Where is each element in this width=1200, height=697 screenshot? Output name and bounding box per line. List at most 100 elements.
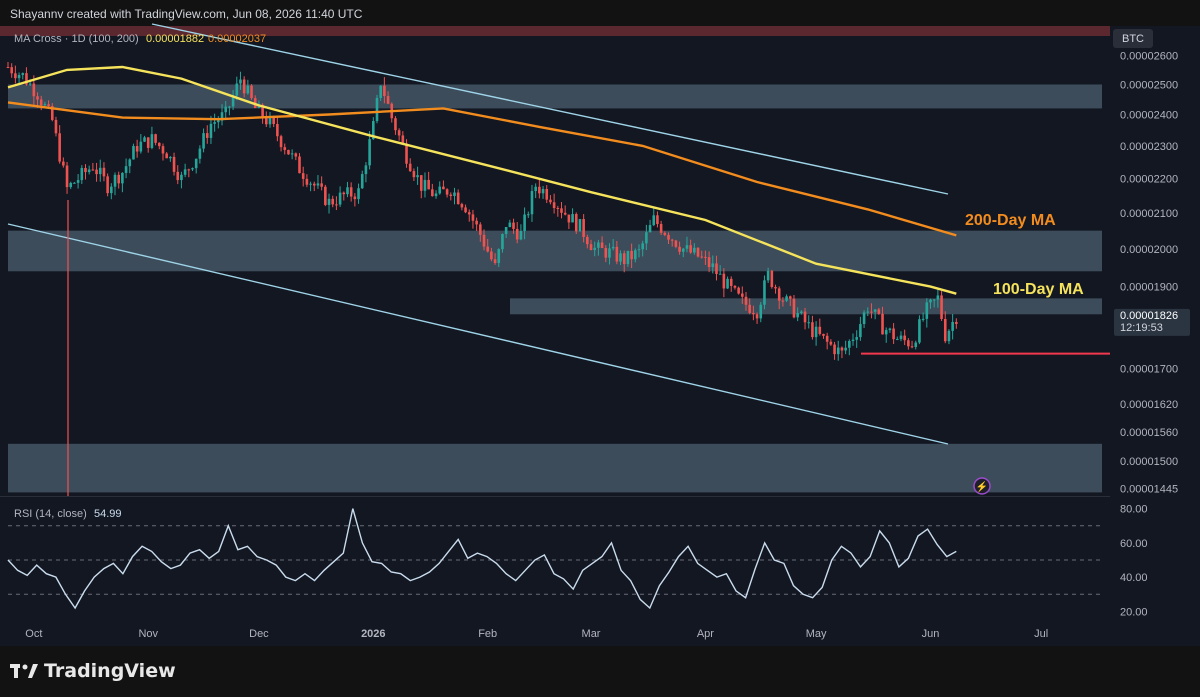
candle-body[interactable] <box>279 136 283 148</box>
candle-body[interactable] <box>198 148 202 159</box>
candle-body[interactable] <box>637 249 641 251</box>
candle-body[interactable] <box>700 256 704 258</box>
candle-body[interactable] <box>593 247 597 251</box>
candle-body[interactable] <box>940 295 943 319</box>
candle-body[interactable] <box>456 192 460 205</box>
candle-body[interactable] <box>312 183 316 186</box>
candle-body[interactable] <box>331 198 335 205</box>
channel-upper-line[interactable] <box>151 23 949 195</box>
candle-body[interactable] <box>98 167 102 175</box>
candle-body[interactable] <box>132 146 135 160</box>
candle-body[interactable] <box>14 73 17 79</box>
candle-body[interactable] <box>349 187 353 197</box>
candle-body[interactable] <box>180 174 183 181</box>
candle-body[interactable] <box>301 173 305 179</box>
candle-body[interactable] <box>309 183 312 185</box>
candle-body[interactable] <box>298 156 301 174</box>
candle-body[interactable] <box>604 248 608 258</box>
candle-body[interactable] <box>375 97 379 122</box>
candle-body[interactable] <box>191 168 194 170</box>
candle-body[interactable] <box>213 122 216 124</box>
candle-body[interactable] <box>150 134 154 148</box>
candle-body[interactable] <box>231 95 235 107</box>
candle-body[interactable] <box>936 295 940 300</box>
candle-body[interactable] <box>796 313 799 318</box>
candle-body[interactable] <box>955 321 958 324</box>
candle-body[interactable] <box>766 270 770 281</box>
candle-body[interactable] <box>50 106 54 120</box>
candle-body[interactable] <box>718 273 722 275</box>
candle-body[interactable] <box>357 188 360 200</box>
candle-body[interactable] <box>866 311 870 313</box>
candle-body[interactable] <box>471 214 475 221</box>
candle-body[interactable] <box>895 339 899 341</box>
candle-body[interactable] <box>305 178 309 185</box>
candle-body[interactable] <box>372 121 375 140</box>
candle-body[interactable] <box>589 244 593 251</box>
candle-body[interactable] <box>755 314 759 319</box>
candle-body[interactable] <box>121 172 124 184</box>
candle-body[interactable] <box>28 83 32 85</box>
candle-body[interactable] <box>250 85 253 99</box>
candle-body[interactable] <box>80 167 84 181</box>
candle-body[interactable] <box>881 313 884 335</box>
candle-body[interactable] <box>58 133 61 162</box>
candle-body[interactable] <box>36 96 39 100</box>
candle-body[interactable] <box>538 186 541 194</box>
candle-body[interactable] <box>143 137 146 142</box>
candle-body[interactable] <box>693 247 696 253</box>
candle-body[interactable] <box>733 285 737 288</box>
candle-body[interactable] <box>619 253 622 262</box>
candle-body[interactable] <box>811 322 814 338</box>
candle-body[interactable] <box>907 340 910 347</box>
candle-body[interactable] <box>704 256 707 258</box>
candle-body[interactable] <box>910 346 914 348</box>
candle-body[interactable] <box>265 117 268 125</box>
candle-body[interactable] <box>918 319 921 343</box>
candle-body[interactable] <box>84 167 87 173</box>
candle-body[interactable] <box>947 330 951 342</box>
candle-body[interactable] <box>748 304 751 313</box>
candle-body[interactable] <box>634 250 637 260</box>
candle-body[interactable] <box>752 312 755 315</box>
candle-body[interactable] <box>21 73 25 75</box>
candle-body[interactable] <box>512 222 515 229</box>
candle-body[interactable] <box>497 249 501 263</box>
candle-body[interactable] <box>722 273 726 289</box>
candle-body[interactable] <box>667 234 670 240</box>
candle-body[interactable] <box>202 133 205 149</box>
candle-body[interactable] <box>781 300 785 302</box>
candle-body[interactable] <box>792 298 796 318</box>
candle-body[interactable] <box>663 232 667 235</box>
candle-body[interactable] <box>611 246 615 249</box>
candle-body[interactable] <box>187 169 191 171</box>
candle-body[interactable] <box>383 85 386 97</box>
candle-body[interactable] <box>401 135 405 144</box>
sr-zone-2[interactable] <box>8 230 1102 272</box>
candle-body[interactable] <box>335 204 338 206</box>
candle-body[interactable] <box>519 231 523 240</box>
candle-body[interactable] <box>128 159 132 167</box>
candle-body[interactable] <box>615 246 619 262</box>
price-axis-area[interactable] <box>1110 26 1200 646</box>
candle-body[interactable] <box>386 96 390 104</box>
candle-body[interactable] <box>515 228 519 240</box>
candle-body[interactable] <box>10 67 13 74</box>
candle-body[interactable] <box>870 311 873 313</box>
candle-body[interactable] <box>176 171 180 181</box>
currency-badge[interactable] <box>1113 29 1153 48</box>
candle-body[interactable] <box>855 337 858 340</box>
candle-body[interactable] <box>242 79 246 94</box>
candle-body[interactable] <box>737 287 740 294</box>
channel-lower-line[interactable] <box>7 223 949 445</box>
candle-body[interactable] <box>445 189 449 195</box>
candle-body[interactable] <box>47 104 50 107</box>
candle-body[interactable] <box>261 104 264 118</box>
candle-body[interactable] <box>648 225 652 233</box>
candle-body[interactable] <box>556 207 560 209</box>
candle-body[interactable] <box>848 340 851 348</box>
candle-body[interactable] <box>549 199 552 203</box>
candle-body[interactable] <box>360 174 364 189</box>
candle-body[interactable] <box>287 149 290 155</box>
